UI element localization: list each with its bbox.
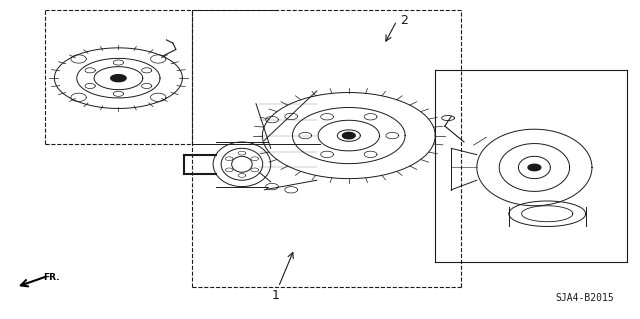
- Text: SJA4-B2015: SJA4-B2015: [556, 293, 614, 303]
- Polygon shape: [342, 132, 355, 139]
- Polygon shape: [111, 75, 126, 82]
- Text: FR.: FR.: [44, 273, 60, 282]
- Text: 1: 1: [271, 289, 279, 302]
- Polygon shape: [528, 164, 541, 171]
- Text: 2: 2: [400, 14, 408, 27]
